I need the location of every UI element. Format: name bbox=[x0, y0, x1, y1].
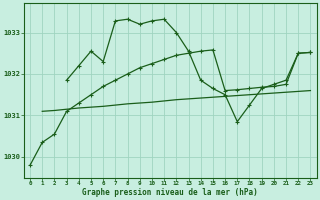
X-axis label: Graphe pression niveau de la mer (hPa): Graphe pression niveau de la mer (hPa) bbox=[82, 188, 258, 197]
